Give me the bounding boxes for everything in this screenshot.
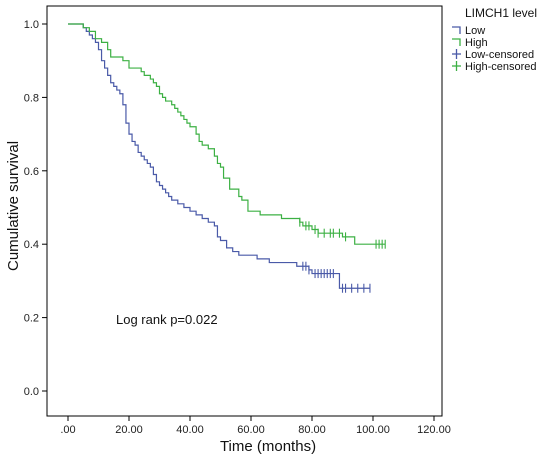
y-axis: 0.0 0.2 0.4 0.6 0.8 1.0 [24,19,47,398]
series-line-high [68,23,386,245]
y-axis-title: Cumulative survival [5,141,22,271]
series-line-low [68,23,370,289]
x-tick-label: 20.00 [115,424,143,436]
x-tick-label: 40.00 [176,424,204,436]
legend-high-censored-swatch [452,61,461,71]
x-tick-label: 120.00 [417,424,451,436]
censor-marks [299,217,386,293]
y-tick-label: 0.6 [24,166,39,178]
x-axis-title: Time (months) [220,438,316,455]
plot-area [46,5,443,417]
legend-title: LIMCH1 level [465,6,537,20]
y-tick-label: 0.4 [24,239,39,251]
y-tick-label: 0.0 [24,386,39,398]
y-tick-label: 0.8 [24,92,39,104]
legend-high-label: High [465,37,488,49]
log-rank-annotation: Log rank p=0.022 [116,312,218,327]
legend-low-swatch [452,26,461,34]
legend-high-swatch [452,38,461,46]
legend-high-censored-label: High-censored [465,61,537,73]
legend-low-censored-label: Low-censored [465,49,534,61]
legend-low-label: Low [465,25,485,37]
x-axis: .00 20.00 40.00 60.00 80.00 100.00 120.00 [60,416,451,436]
y-tick-label: 0.2 [24,313,39,325]
x-tick-label: 80.00 [298,424,326,436]
legend-low-censored-swatch [452,49,461,59]
legend: LIMCH1 level Low High Low-censored High-… [452,6,537,73]
x-tick-label: .00 [60,424,75,436]
x-tick-label: 100.00 [356,424,390,436]
series-lines [68,23,386,289]
x-tick-label: 60.00 [237,424,265,436]
y-tick-label: 1.0 [24,19,39,31]
